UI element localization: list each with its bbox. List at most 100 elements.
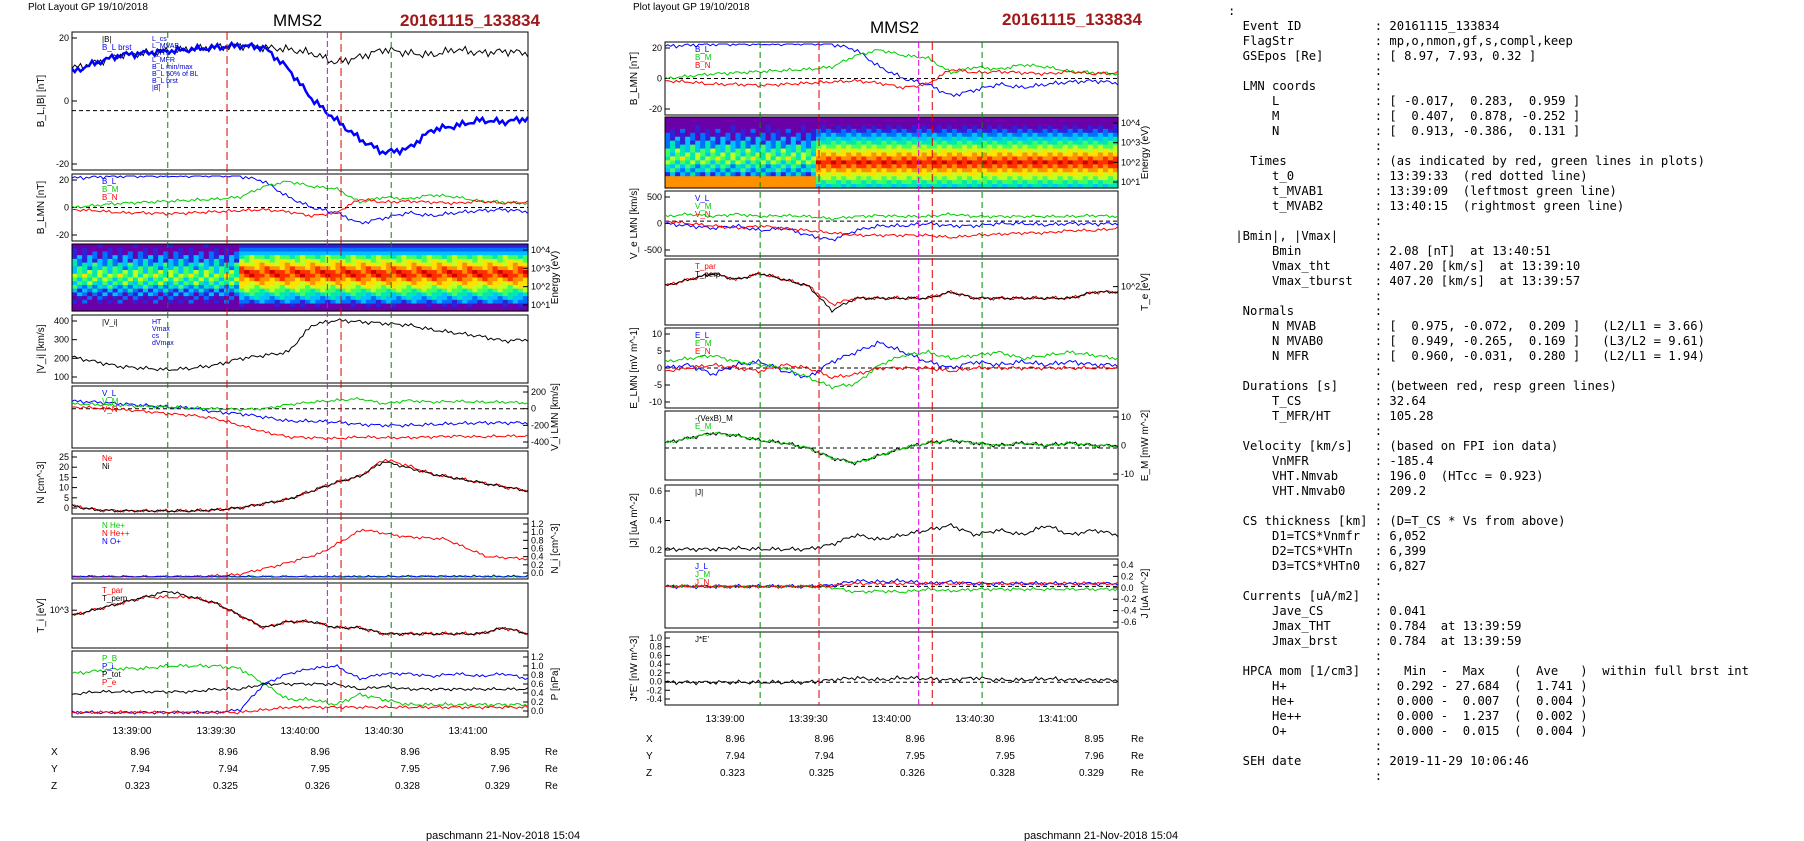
spectrogram-cell <box>274 277 281 282</box>
spectrogram-cell <box>972 156 978 161</box>
spectrogram-cell <box>497 251 504 256</box>
spectrogram-cell <box>695 144 701 150</box>
spectrogram-cell <box>670 172 676 177</box>
spectrogram-cell <box>665 132 671 138</box>
spectrogram-cell <box>846 168 852 173</box>
spectrogram-cell <box>1062 164 1069 169</box>
spectrogram-cell <box>1037 160 1044 165</box>
y-tick-label: 20 <box>652 43 662 53</box>
spectrogram-cell <box>218 303 225 308</box>
spectrogram-cell <box>340 296 347 301</box>
spectrogram-cell <box>881 132 888 138</box>
spectrogram-cell <box>1077 117 1084 122</box>
spectrogram-cell <box>300 296 306 301</box>
spectrogram-cell <box>695 172 701 177</box>
spectrogram-cell <box>325 262 331 267</box>
spectrogram-cell <box>1072 136 1079 142</box>
spectrogram-cell <box>755 120 762 126</box>
spectrogram-cell <box>188 255 195 260</box>
y-tick-label: 0.6 <box>531 544 544 554</box>
spectrogram-cell <box>1042 168 1049 173</box>
spectrogram-cell <box>961 176 968 181</box>
spectrogram-cell <box>249 247 255 253</box>
spectrogram-cell <box>340 247 347 253</box>
spectrogram-cell <box>750 120 757 126</box>
spectrogram-cell <box>441 244 448 249</box>
spectrogram-cell <box>72 288 78 293</box>
spectrogram-cell <box>446 251 453 256</box>
spectrogram-cell <box>1102 144 1109 150</box>
spectrogram-cell <box>1057 172 1064 177</box>
spectrogram-cell <box>77 247 83 253</box>
spectrogram-cell <box>1097 140 1104 146</box>
spectrogram-cell <box>856 144 862 150</box>
spectrogram-cell <box>896 140 903 146</box>
spectrogram-cell <box>926 152 933 158</box>
spectrogram-cell <box>805 144 812 150</box>
spectrogram-cell <box>740 148 747 154</box>
spectrogram-cell <box>1102 136 1109 142</box>
panel-frame <box>71 517 529 580</box>
spectrogram-cell <box>1022 172 1028 177</box>
spectrogram-cell <box>153 258 159 264</box>
spectrogram-cell <box>401 307 407 312</box>
series-label: P_B <box>102 654 117 663</box>
spectrogram-cell <box>284 292 291 297</box>
spectrogram-cell <box>142 288 149 293</box>
spectrogram-cell <box>173 270 179 275</box>
spectrogram-cell <box>406 244 413 249</box>
spectrogram-cell <box>1052 164 1059 169</box>
spectrogram-cell <box>522 288 529 293</box>
spectrogram-cell <box>229 292 235 297</box>
spectrogram-cell <box>941 128 948 134</box>
spectrogram-cell <box>876 120 883 126</box>
spectrogram-cell <box>876 156 883 161</box>
spectrogram-cell <box>325 255 331 260</box>
spectrogram-cell <box>775 124 782 130</box>
spectrogram-cell <box>340 266 347 271</box>
spectrogram-cell <box>740 144 747 150</box>
spectrogram-cell <box>178 299 185 305</box>
spectrogram-cell <box>517 281 524 286</box>
spectrogram-cell <box>441 251 448 256</box>
position-value: 0.329 <box>1079 768 1104 779</box>
spectrogram-cell <box>507 281 514 286</box>
spectrogram-cell <box>1012 176 1018 181</box>
spectrogram-cell <box>866 128 872 134</box>
spectrogram-cell <box>416 255 423 260</box>
spectrogram-cell <box>1052 128 1059 134</box>
spectrogram-cell <box>441 284 448 290</box>
y-tick-label: 200 <box>54 353 69 363</box>
spectrogram-cell <box>896 120 903 126</box>
spectrogram-cell <box>695 117 701 122</box>
spectrogram-cell <box>810 180 817 185</box>
spectrogram-cell <box>967 128 973 134</box>
spectrogram-cell <box>168 258 174 264</box>
spectrogram-cell <box>745 160 752 165</box>
spectrogram-cell <box>142 262 149 267</box>
spectrogram-cell <box>396 247 402 253</box>
spectrogram-cell <box>401 266 407 271</box>
spectrogram-cell <box>871 160 877 165</box>
spectrogram-cell <box>765 124 772 130</box>
spectrogram-cell <box>826 152 832 158</box>
spectrogram-cell <box>665 120 671 126</box>
spectrogram-cell <box>507 247 514 253</box>
spectrogram-cell <box>926 172 933 177</box>
legend-entry: L_MVAB <box>152 43 179 50</box>
spectrogram-cell <box>1002 156 1008 161</box>
spectrogram-cell <box>891 168 898 173</box>
spectrogram-cell <box>77 255 83 260</box>
spectrogram-cell <box>117 307 124 312</box>
spectrogram-cell <box>264 270 271 275</box>
spectrogram-cell <box>122 258 129 264</box>
spectrogram-cell <box>800 132 807 138</box>
spectrogram-cell <box>821 160 827 165</box>
spectrogram-cell <box>325 244 331 249</box>
spectrogram-cell <box>735 152 742 158</box>
spectrogram-cell <box>1002 120 1008 126</box>
spectrogram-cell <box>977 144 983 150</box>
spectrogram-cell <box>695 176 701 181</box>
spectrogram-cell <box>982 152 988 158</box>
spectrogram-cell <box>310 277 316 282</box>
